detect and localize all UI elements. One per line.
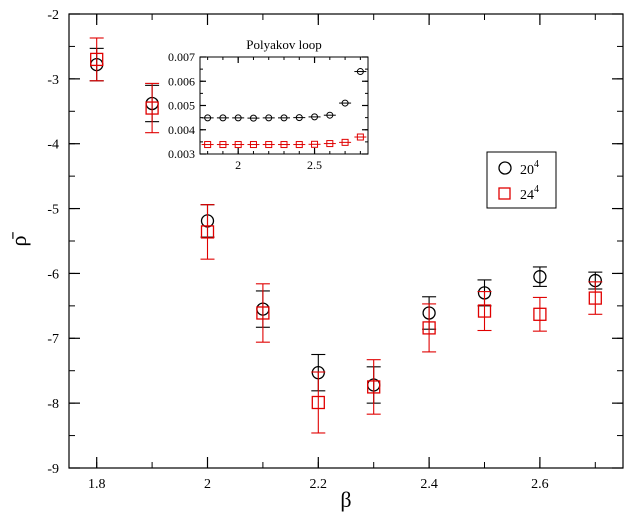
data-point — [533, 270, 547, 284]
y-axis-label: ρ̄ — [6, 232, 31, 247]
data-point — [90, 52, 104, 67]
inset-title: Polyakov loop — [246, 37, 321, 52]
x-tick-label: 2.5 — [307, 158, 322, 172]
main-marks — [89, 37, 603, 434]
main-chart: 1.8 2 2.2 2.4 2.6 -9 -8 -7 -6 -5 -4 -3 -2 β ρ̄ — [6, 8, 624, 512]
data-point — [249, 114, 257, 122]
x-tick-label: 2 — [204, 477, 211, 492]
data-point — [280, 114, 288, 122]
inset-ticks: 2 2.5 0.003 0.004 0.005 0.006 0.007 — [168, 50, 368, 172]
inset-marks — [201, 68, 367, 149]
legend-label-24: 244 — [520, 184, 539, 203]
y-tick-label: 0.006 — [168, 74, 195, 88]
data-point — [295, 141, 303, 149]
x-tick-label: 2.6 — [531, 477, 549, 492]
legend: 204 244 — [486, 151, 557, 209]
y-tick-label: -5 — [47, 202, 59, 217]
x-tick-label: 2 — [235, 158, 241, 172]
data-point — [265, 141, 273, 149]
legend-label-20-exp: 4 — [534, 159, 539, 170]
y-tick-label: -7 — [47, 332, 59, 347]
data-point — [219, 141, 227, 149]
y-tick-label: 0.007 — [168, 50, 195, 64]
data-point — [280, 141, 288, 149]
data-point — [356, 68, 364, 76]
legend-label-20-base: 20 — [520, 163, 534, 178]
data-point — [533, 307, 547, 321]
legend-label-24-base: 24 — [520, 188, 534, 203]
main-ticks: 1.8 2 2.2 2.4 2.6 -9 -8 -7 -6 -5 -4 -3 -2 — [47, 8, 623, 492]
inset-chart: Polyakov loop 2 2.5 0.003 0.004 0.005 0.006 0.… — [168, 37, 369, 172]
data-point — [145, 101, 159, 115]
data-point — [295, 114, 303, 122]
series-24 — [201, 133, 367, 149]
data-point — [265, 114, 273, 122]
data-point — [588, 291, 602, 305]
data-point — [326, 111, 334, 119]
x-tick-label: 2.4 — [420, 477, 438, 492]
legend-marker-24 — [498, 187, 511, 200]
data-point — [234, 114, 242, 122]
data-point — [256, 306, 270, 320]
y-tick-label: 0.003 — [168, 147, 195, 161]
legend-label-24-exp: 4 — [534, 184, 539, 195]
y-tick-label: -6 — [47, 267, 59, 282]
data-point — [204, 141, 212, 149]
y-tick-label: -2 — [47, 8, 59, 23]
data-point — [422, 321, 436, 335]
data-point — [367, 380, 381, 394]
legend-marker-20 — [498, 161, 512, 175]
data-point — [477, 304, 492, 318]
y-tick-label: -3 — [47, 73, 59, 88]
series-20 — [201, 68, 367, 122]
y-tick-label: 0.004 — [168, 123, 195, 137]
data-point — [341, 138, 349, 146]
data-point — [311, 395, 325, 410]
y-tick-label: -9 — [47, 462, 59, 477]
x-tick-label: 1.8 — [88, 477, 106, 492]
data-point — [341, 99, 349, 107]
series-24 — [89, 37, 603, 434]
data-point — [311, 140, 319, 148]
data-point — [326, 140, 334, 148]
x-tick-label: 2.2 — [310, 477, 328, 492]
data-point — [234, 141, 242, 149]
x-axis-label: β — [340, 487, 351, 512]
legend-label-20: 204 — [520, 159, 539, 178]
y-tick-label: -8 — [47, 397, 59, 412]
data-point — [249, 141, 257, 149]
data-point — [311, 113, 319, 121]
data-point — [204, 114, 212, 122]
y-tick-label: 0.005 — [168, 99, 195, 113]
data-point — [356, 133, 364, 141]
data-point — [200, 225, 215, 239]
inset-background — [200, 57, 368, 154]
data-point — [219, 114, 227, 122]
y-tick-label: -4 — [47, 138, 59, 153]
